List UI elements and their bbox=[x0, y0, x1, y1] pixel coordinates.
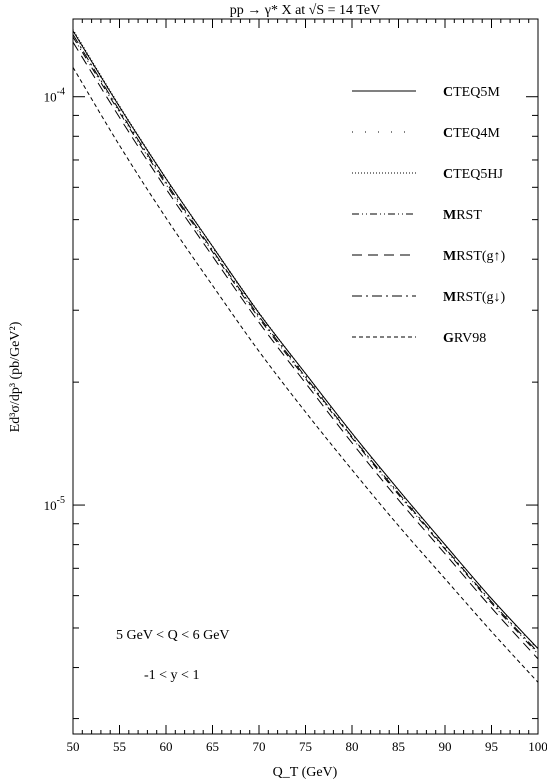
axis-ticks: 50 55 60 65 70 75 80 85 90 95 100 10-4 10-5 bbox=[44, 19, 547, 754]
x-tick-label: 60 bbox=[160, 739, 173, 754]
annotation-q-range: 5 GeV < Q < 6 GeV bbox=[116, 628, 230, 643]
x-tick-label: 90 bbox=[439, 739, 452, 754]
legend-label: MRST(g↓) bbox=[443, 290, 506, 305]
series-line bbox=[72, 29, 539, 649]
x-tick-label: 75 bbox=[299, 739, 312, 754]
x-axis-label: Q_T (GeV) bbox=[273, 765, 338, 780]
legend-label: MRST(g↑) bbox=[443, 249, 506, 264]
legend-label: CTEQ5M bbox=[443, 85, 500, 100]
annotation-y-range: -1 < y < 1 bbox=[144, 668, 199, 683]
x-tick-label: 80 bbox=[346, 739, 359, 754]
series-line bbox=[72, 67, 539, 683]
series-line bbox=[72, 36, 539, 655]
y-axis-label: Ed³σ/dp³ (pb/GeV²) bbox=[8, 321, 23, 432]
y-tick-label: 10-4 bbox=[44, 87, 65, 105]
series-lines bbox=[72, 29, 539, 683]
legend: CTEQ5M CTEQ4M CTEQ5HJ MRST MRST(g↑) MRST(g↓) G… bbox=[352, 85, 506, 346]
chart-title: pp → γ* X at √S = 14 TeV bbox=[230, 3, 380, 18]
x-tick-label: 65 bbox=[206, 739, 219, 754]
series-line bbox=[72, 41, 539, 660]
legend-label: MRST bbox=[443, 208, 482, 223]
x-tick-label: 55 bbox=[113, 739, 126, 754]
y-tick-label: 10-5 bbox=[44, 495, 65, 513]
legend-label: CTEQ4M bbox=[443, 126, 500, 141]
x-tick-label: 95 bbox=[485, 739, 498, 754]
legend-label: CTEQ5HJ bbox=[443, 167, 503, 182]
x-tick-label: 70 bbox=[253, 739, 266, 754]
series-line bbox=[72, 34, 539, 653]
x-tick-label: 100 bbox=[528, 739, 547, 754]
x-tick-label: 50 bbox=[67, 739, 80, 754]
x-tick-label: 85 bbox=[392, 739, 405, 754]
legend-label: GRV98 bbox=[443, 331, 486, 346]
